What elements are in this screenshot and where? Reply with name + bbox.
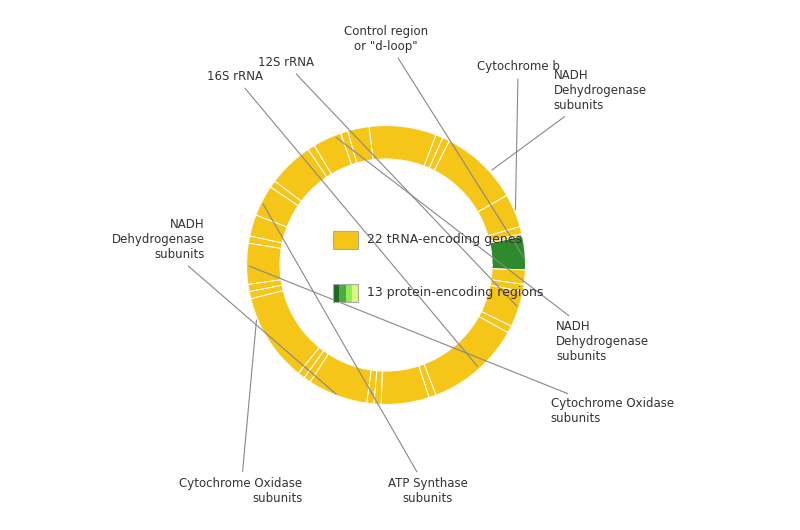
Polygon shape <box>341 131 357 165</box>
Polygon shape <box>250 290 319 374</box>
Polygon shape <box>374 370 382 404</box>
Polygon shape <box>369 126 436 166</box>
Text: 16S rRNA: 16S rRNA <box>207 70 478 367</box>
Polygon shape <box>346 284 352 302</box>
Polygon shape <box>249 285 283 299</box>
Polygon shape <box>490 236 526 285</box>
Text: 12S rRNA: 12S rRNA <box>258 56 517 306</box>
Polygon shape <box>310 354 371 403</box>
Text: NADH
Dehydrogenase
subunits: NADH Dehydrogenase subunits <box>492 69 646 170</box>
Polygon shape <box>246 126 526 404</box>
Text: Cytochrome b: Cytochrome b <box>477 60 559 210</box>
Text: 13 protein-encoding regions: 13 protein-encoding regions <box>366 286 543 299</box>
Polygon shape <box>314 133 351 174</box>
Text: Control region
or "d-loop": Control region or "d-loop" <box>344 25 524 258</box>
Polygon shape <box>478 312 511 333</box>
Polygon shape <box>333 284 339 302</box>
Text: Cytochrome Oxidase
subunits: Cytochrome Oxidase subunits <box>249 266 674 426</box>
Polygon shape <box>488 226 522 241</box>
Polygon shape <box>348 127 373 163</box>
Polygon shape <box>419 364 436 398</box>
Polygon shape <box>424 316 508 395</box>
Text: NADH
Dehydrogenase
subunits: NADH Dehydrogenase subunits <box>112 218 336 394</box>
Polygon shape <box>248 236 282 249</box>
Polygon shape <box>482 285 523 326</box>
Text: ATP Synthase
subunits: ATP Synthase subunits <box>263 204 468 505</box>
Polygon shape <box>308 145 331 177</box>
Polygon shape <box>381 366 429 404</box>
Text: Cytochrome Oxidase
subunits: Cytochrome Oxidase subunits <box>179 320 302 505</box>
Polygon shape <box>352 284 358 302</box>
Polygon shape <box>478 195 520 236</box>
Polygon shape <box>304 351 328 382</box>
Polygon shape <box>256 187 298 227</box>
Polygon shape <box>490 234 526 270</box>
Polygon shape <box>274 149 326 201</box>
Polygon shape <box>424 135 442 168</box>
Polygon shape <box>490 280 524 292</box>
Polygon shape <box>248 280 282 292</box>
Polygon shape <box>270 181 302 206</box>
Polygon shape <box>429 138 450 171</box>
Text: NADH
Dehydrogenase
subunits: NADH Dehydrogenase subunits <box>336 137 650 363</box>
Polygon shape <box>434 141 507 212</box>
Polygon shape <box>333 231 358 249</box>
Text: 22 tRNA-encoding genes: 22 tRNA-encoding genes <box>366 233 522 246</box>
Polygon shape <box>246 243 282 285</box>
Polygon shape <box>250 215 287 243</box>
Polygon shape <box>339 284 346 302</box>
Polygon shape <box>366 370 377 404</box>
Polygon shape <box>298 347 324 378</box>
